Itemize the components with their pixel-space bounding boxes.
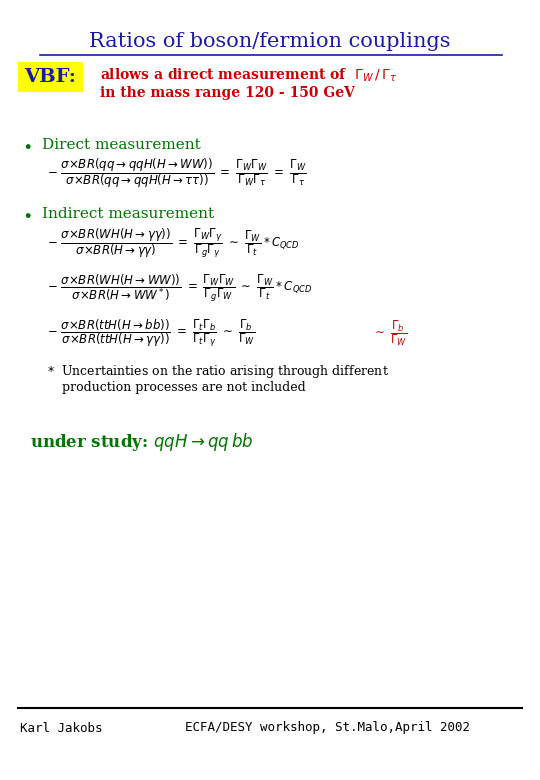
Text: Ratios of boson/fermion couplings: Ratios of boson/fermion couplings xyxy=(89,32,451,51)
Text: $-\ \dfrac{\sigma{\times}BR(WH(H{\rightarrow}\gamma\gamma))}{\sigma{\times}BR(H{: $-\ \dfrac{\sigma{\times}BR(WH(H{\righta… xyxy=(47,226,300,260)
Text: $\bullet$: $\bullet$ xyxy=(22,136,32,154)
Text: in the mass range 120 - 150 GeV: in the mass range 120 - 150 GeV xyxy=(100,86,355,100)
Text: production processes are not included: production processes are not included xyxy=(62,381,306,395)
Text: $-\ \dfrac{\sigma{\times}BR(qq{\rightarrow}qqH(H{\rightarrow}WW))}{\sigma{\times: $-\ \dfrac{\sigma{\times}BR(qq{\rightarr… xyxy=(47,156,307,190)
Text: $-\ \dfrac{\sigma{\times}BR(WH(H{\rightarrow}WW))}{\sigma{\times}BR(H{\rightarro: $-\ \dfrac{\sigma{\times}BR(WH(H{\righta… xyxy=(47,272,312,304)
Text: VBF:: VBF: xyxy=(24,68,77,86)
Text: allows a direct measurement of  $\Gamma_W\,/\,\Gamma_\tau$: allows a direct measurement of $\Gamma_W… xyxy=(100,66,397,83)
Text: $\bullet$: $\bullet$ xyxy=(22,205,32,223)
Text: Indirect measurement: Indirect measurement xyxy=(42,207,214,221)
Text: Karl Jakobs: Karl Jakobs xyxy=(20,722,103,735)
Text: ECFA/DESY workshop, St.Malo,April 2002: ECFA/DESY workshop, St.Malo,April 2002 xyxy=(185,722,470,735)
Text: Direct measurement: Direct measurement xyxy=(42,138,201,152)
Text: under study: $qqH \rightarrow qq\,bb$: under study: $qqH \rightarrow qq\,bb$ xyxy=(30,431,253,453)
Text: $*$  Uncertainties on the ratio arising through different: $*$ Uncertainties on the ratio arising t… xyxy=(47,363,389,381)
FancyBboxPatch shape xyxy=(18,62,83,92)
Text: $-\ \dfrac{\sigma{\times}BR(ttH(H{\rightarrow}bb))}{\sigma{\times}BR(ttH(H{\righ: $-\ \dfrac{\sigma{\times}BR(ttH(H{\right… xyxy=(47,317,255,349)
Text: ${\sim}\ \dfrac{\Gamma_b}{\Gamma_W}$: ${\sim}\ \dfrac{\Gamma_b}{\Gamma_W}$ xyxy=(372,318,407,348)
